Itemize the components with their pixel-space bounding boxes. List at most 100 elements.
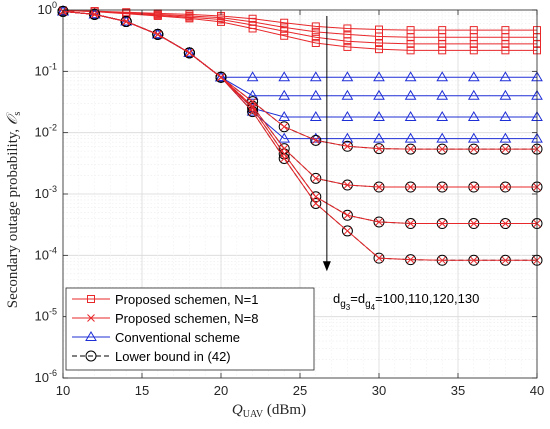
data-point — [438, 39, 447, 48]
data-point — [280, 27, 289, 36]
data-point — [122, 17, 131, 26]
data-point — [501, 46, 510, 55]
y-tick-label: 10-2 — [35, 123, 57, 140]
data-point — [310, 172, 322, 184]
data-point — [436, 132, 449, 143]
data-point — [438, 219, 447, 228]
data-point — [406, 183, 415, 191]
data-point — [406, 255, 415, 264]
x-tick-label: 10 — [56, 383, 70, 398]
x-tick-label: 25 — [293, 383, 307, 398]
data-point — [438, 145, 447, 153]
data-point — [501, 183, 510, 191]
data-point — [248, 24, 257, 33]
data-point — [247, 102, 259, 114]
data-point — [341, 89, 354, 100]
data-point — [278, 121, 290, 133]
data-point — [311, 22, 320, 31]
data-point — [310, 134, 322, 146]
y-axis-label: Secondary outage probability, 𝒪s — [5, 112, 23, 309]
data-point — [278, 111, 291, 122]
data-point — [309, 89, 322, 100]
data-point — [375, 32, 383, 41]
data-point — [341, 225, 353, 237]
data-point — [438, 183, 447, 191]
data-point — [501, 145, 510, 153]
annotation — [322, 15, 331, 272]
data-point — [246, 71, 259, 82]
data-point — [499, 71, 512, 82]
data-point — [469, 256, 478, 265]
data-point — [467, 71, 480, 82]
data-point — [217, 73, 225, 82]
data-point — [501, 219, 510, 228]
data-point — [217, 17, 225, 26]
data-point — [90, 7, 99, 16]
data-point — [375, 183, 383, 191]
data-point — [341, 111, 354, 122]
data-point — [311, 136, 320, 145]
y-tick-label: 10-3 — [35, 184, 57, 201]
data-point — [438, 256, 447, 265]
data-point — [311, 33, 320, 42]
legend-label-conventional: Conventional scheme — [115, 330, 240, 345]
data-point — [469, 183, 478, 191]
y-tick-label: 10-1 — [35, 61, 57, 78]
data-point — [343, 181, 352, 189]
series-1-curve-3 — [59, 7, 541, 265]
data-point — [341, 71, 354, 82]
x-tick-label: 15 — [135, 383, 149, 398]
data-point — [404, 111, 417, 122]
legend-marker-1 — [87, 314, 95, 322]
data-point — [88, 8, 101, 19]
data-point — [375, 254, 383, 262]
data-point — [499, 132, 512, 143]
data-point — [183, 47, 195, 59]
data-point — [153, 11, 162, 20]
data-point — [469, 39, 478, 48]
data-point — [343, 142, 352, 151]
data-point — [404, 71, 417, 82]
data-point — [469, 46, 478, 55]
data-point — [280, 31, 289, 40]
legend-label-lower-bound: Lower bound in (42) — [115, 349, 231, 364]
y-tick-label: 10-4 — [35, 245, 57, 262]
y-tick-label: 10-5 — [35, 307, 57, 324]
data-point — [436, 111, 449, 122]
data-point — [375, 144, 383, 153]
data-point — [375, 38, 383, 47]
data-point — [185, 49, 194, 57]
data-point — [375, 218, 383, 226]
data-point — [469, 145, 478, 153]
y-tick-label: 100 — [38, 0, 57, 17]
data-point — [499, 111, 512, 122]
data-point — [406, 46, 415, 55]
x-tick-label: 30 — [372, 383, 386, 398]
data-point — [311, 174, 320, 183]
data-point — [467, 132, 480, 143]
data-point — [310, 198, 322, 210]
data-point — [467, 111, 480, 122]
data-point — [311, 27, 320, 36]
data-point — [246, 89, 259, 100]
data-point — [373, 89, 385, 100]
legend-marker-2 — [85, 331, 97, 341]
data-point — [152, 28, 164, 40]
annotation-label: dg3=dg4=100,110,120,130 — [333, 291, 479, 312]
data-point — [280, 122, 289, 131]
data-point — [309, 111, 322, 122]
data-point — [90, 10, 99, 19]
data-point — [341, 132, 354, 143]
data-point — [373, 71, 385, 82]
data-point — [343, 211, 352, 220]
data-point — [183, 46, 196, 57]
annotation-arrow-head — [322, 261, 331, 272]
data-point — [311, 199, 320, 208]
data-point — [248, 107, 257, 116]
data-point — [341, 209, 353, 221]
legend-marker-0 — [87, 295, 95, 303]
legend-marker-3 — [85, 350, 97, 362]
x-axis-label: QUAV (dBm) — [232, 402, 306, 420]
data-point — [501, 39, 510, 48]
